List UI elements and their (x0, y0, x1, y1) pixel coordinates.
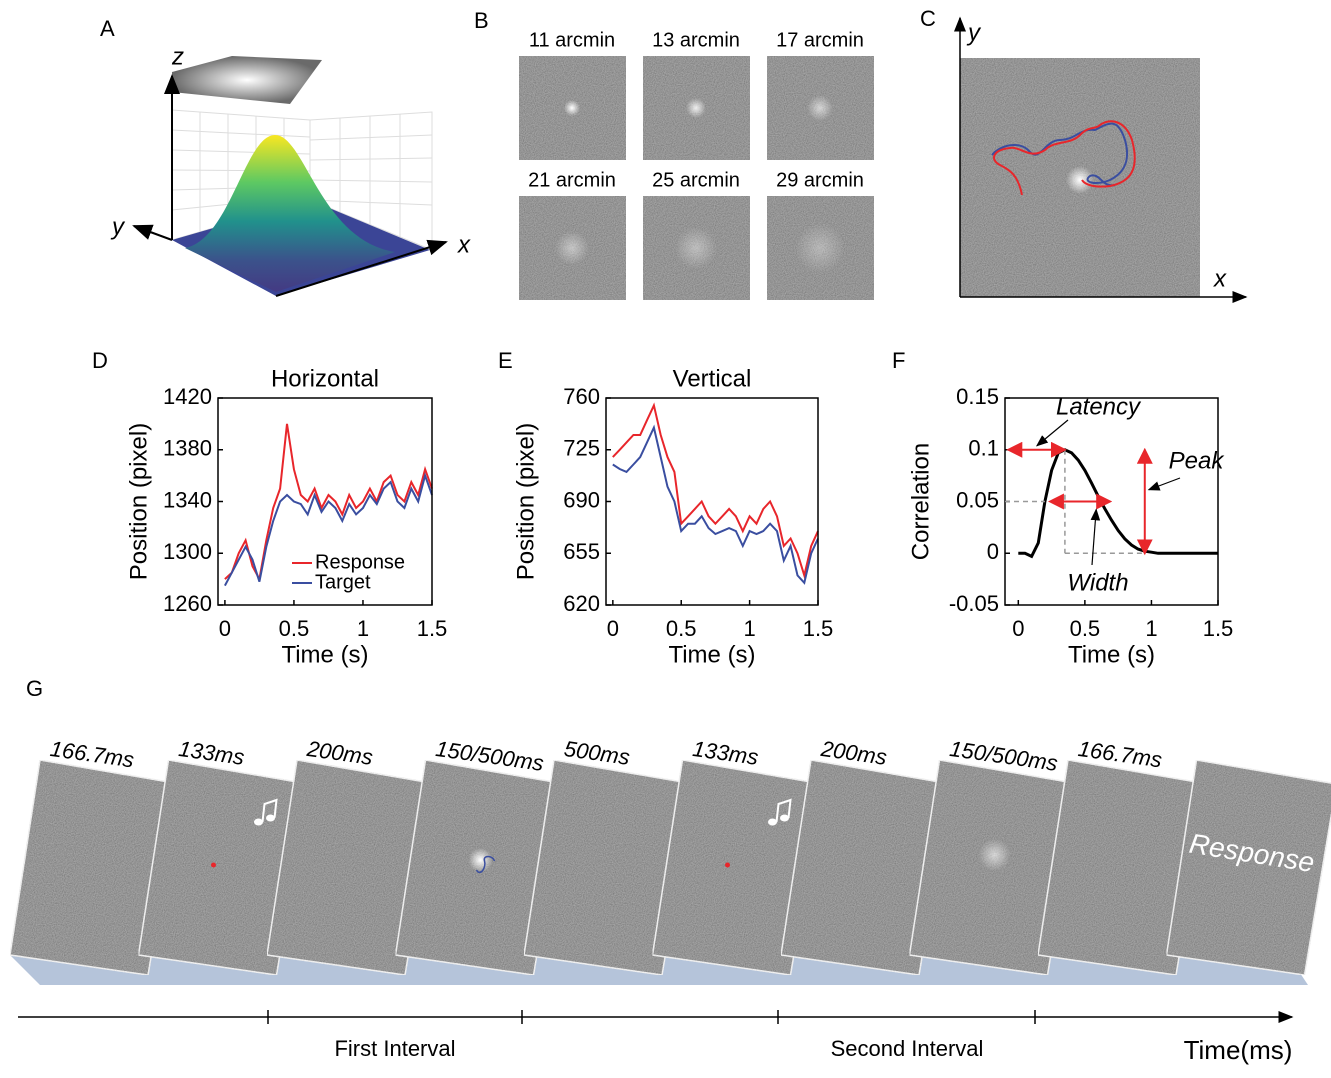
x-axis-label: Time (s) (281, 641, 368, 668)
pointer (1037, 420, 1068, 446)
size-label: 13 arcmin (652, 29, 740, 51)
time-axis-label: Time(ms) (1184, 1035, 1293, 1065)
stimulus-blob (675, 227, 717, 269)
y-tick-label: 690 (563, 487, 600, 512)
size-label: 21 arcmin (528, 169, 616, 191)
axis-label: x (457, 231, 471, 258)
timeline: First Interval Second Interval Time(ms) (18, 1010, 1292, 1065)
annotation: Latency (1056, 393, 1142, 420)
y-axis-label: Correlation (907, 443, 934, 560)
x-tick-label: 0.5 (1070, 616, 1101, 641)
y-axis-label: Position (pixel) (125, 423, 152, 580)
size-label: 11 arcmin (529, 29, 615, 51)
axis-label: y (110, 213, 126, 240)
stimulus-blob (564, 100, 580, 116)
x-axis-label: Time (s) (668, 641, 755, 668)
fixation-dot (725, 863, 730, 868)
target-blob (979, 839, 1011, 871)
panel-label: C (920, 6, 936, 31)
data-line (613, 428, 818, 583)
x-tick-label: 1 (1145, 616, 1157, 641)
x-tick-label: 0.5 (279, 616, 310, 641)
y-tick-label: 0.1 (968, 436, 999, 461)
projection-plane (172, 56, 322, 104)
annotation: Width (1067, 569, 1128, 596)
legend-label: Target (315, 571, 371, 593)
y-tick-label: 0.05 (956, 487, 999, 512)
x-tick-label: 0 (607, 616, 619, 641)
panel-label: B (474, 8, 489, 33)
legend-label: Response (315, 551, 405, 573)
plot-frame (606, 398, 818, 605)
y-tick-label: 655 (563, 539, 600, 564)
panel-label: A (100, 16, 115, 41)
stimulus-blob (555, 231, 589, 265)
annotation: Peak (1169, 447, 1226, 474)
x-tick-label: 1.5 (417, 616, 448, 641)
axis-label: y (966, 19, 982, 46)
axis-label: x (1213, 265, 1227, 292)
y-tick-label: 0.15 (956, 384, 999, 409)
y-tick-label: 725 (563, 436, 600, 461)
panel-b: B 11 arcmin 13 arcmin 17 arcmin 21 arcmin 25… (474, 8, 874, 300)
chart: D Horizontal Time (s) Position (pixel) 1260 1… (92, 348, 447, 669)
y-tick-label: 620 (563, 591, 600, 616)
y-tick-label: 1300 (163, 539, 212, 564)
x-tick-label: 1 (743, 616, 755, 641)
note-head (267, 815, 275, 821)
target-blob (1066, 166, 1094, 194)
axis-label: z (171, 43, 184, 70)
chart: E Vertical Time (s) Position (pixel) 620 655 6… (498, 348, 833, 669)
chart-title: Vertical (673, 365, 752, 392)
x-tick-label: 1.5 (1203, 616, 1234, 641)
data-line (613, 405, 818, 575)
x-tick-label: 0.5 (666, 616, 697, 641)
panel-label: E (498, 348, 513, 373)
pointer (1092, 510, 1096, 566)
stimulus-blob (795, 223, 845, 273)
panel-label: D (92, 348, 108, 373)
y-tick-label: 0 (987, 539, 999, 564)
y-axis-label: Position (pixel) (512, 423, 539, 580)
y-tick-label: 1340 (163, 487, 212, 512)
x-tick-label: 0 (219, 616, 231, 641)
y-axis (134, 226, 172, 240)
size-label: 29 arcmin (776, 169, 864, 191)
pointer (1149, 478, 1180, 490)
chart-title: Horizontal (271, 365, 379, 392)
fixation-dot (211, 863, 216, 868)
interval-label: First Interval (334, 1036, 455, 1061)
chart: F Time (s) Correlation -0.05 0 0.05 0.1 0.15 0 0.… (892, 348, 1233, 669)
x-tick-label: 1.5 (803, 616, 834, 641)
target-blob (469, 848, 493, 872)
note-head (781, 815, 789, 821)
panel-c: C y x (920, 6, 1246, 297)
x-axis-label: Time (s) (1068, 641, 1155, 668)
stimulus-blob (686, 98, 706, 118)
note-head (255, 819, 263, 825)
y-tick-label: 1420 (163, 384, 212, 409)
stimulus-blob (807, 95, 833, 121)
interval-label: Second Interval (831, 1036, 984, 1061)
x-tick-label: 0 (1012, 616, 1024, 641)
size-label: 25 arcmin (652, 169, 740, 191)
panel-label: G (26, 676, 43, 701)
y-tick-label: 1380 (163, 436, 212, 461)
size-label: 17 arcmin (776, 29, 864, 51)
y-tick-label: 1260 (163, 591, 212, 616)
x-tick-label: 1 (357, 616, 369, 641)
y-tick-label: 760 (563, 384, 600, 409)
note-head (769, 819, 777, 825)
y-tick-label: -0.05 (949, 591, 999, 616)
panel-a: A z y x (100, 16, 471, 296)
panel-label: F (892, 348, 905, 373)
